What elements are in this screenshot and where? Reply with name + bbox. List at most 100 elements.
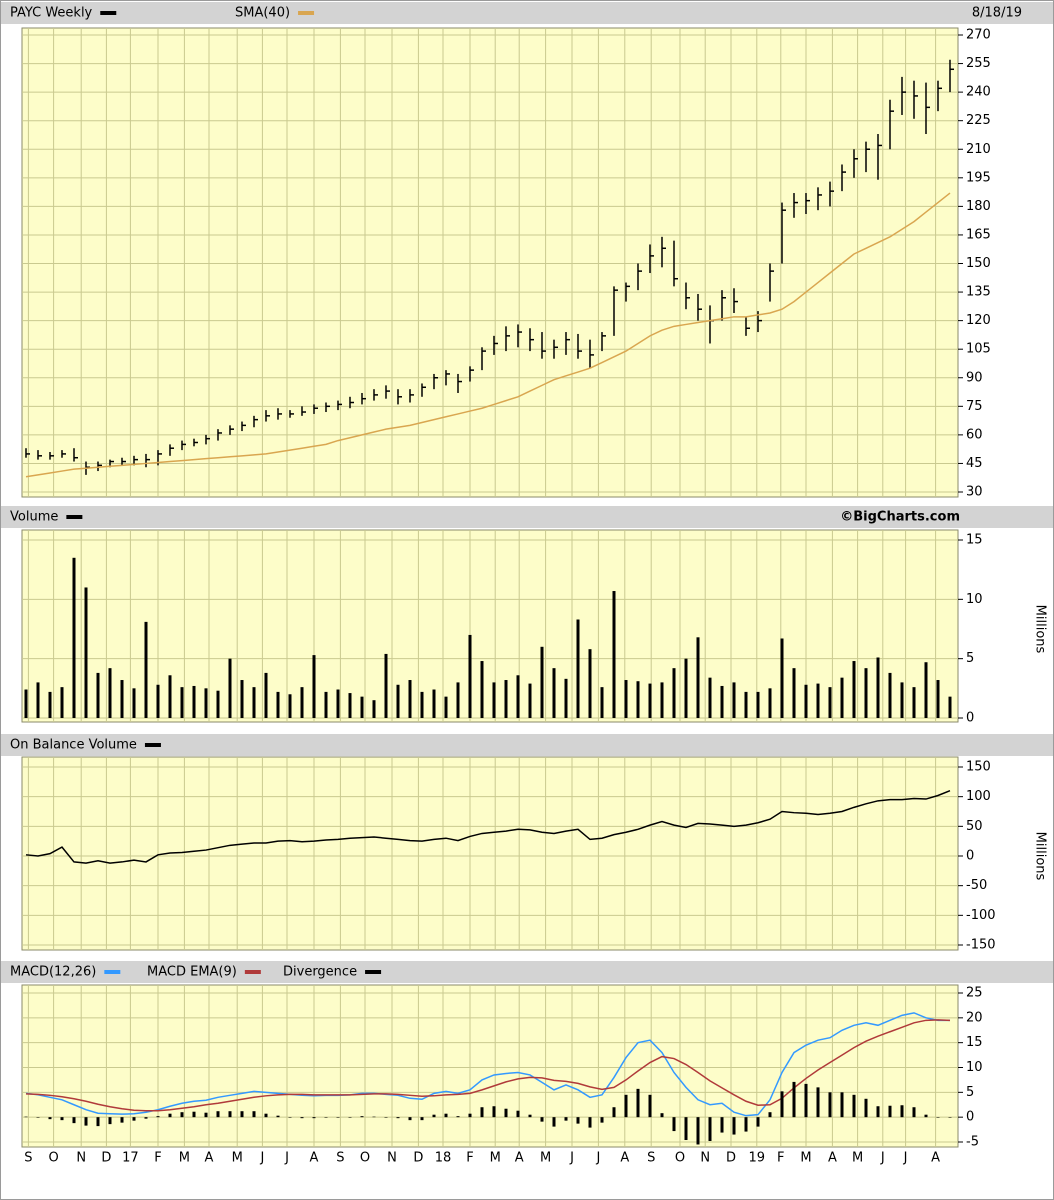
y-tick-label: -50 [966, 878, 987, 893]
x-tick-label: 19 [749, 1151, 766, 1166]
bar [924, 1114, 928, 1118]
x-tick-label: S [647, 1151, 655, 1166]
x-tick-label: N [76, 1151, 86, 1166]
y-tick-label: 255 [966, 56, 991, 71]
bar [828, 1092, 832, 1118]
bar [264, 672, 268, 718]
bar [600, 687, 604, 718]
bar [864, 668, 868, 718]
bar [924, 662, 928, 718]
bar [468, 1113, 472, 1118]
bar [504, 680, 508, 718]
bar [660, 682, 664, 718]
bar [840, 1092, 844, 1118]
bar [756, 691, 760, 718]
panel: 0 5 10 15 Millions ©BigCharts.com Volume [1, 506, 1053, 726]
bar [120, 680, 124, 718]
plot-area [21, 27, 959, 498]
bar [900, 682, 904, 718]
panel: -5 0 5 10 15 20 25 MACD(12,26) MACD EMA(9) Diverg… [1, 961, 1053, 1166]
x-tick-label: M [540, 1151, 551, 1166]
x-tick-label: J [880, 1151, 885, 1166]
bar [240, 680, 244, 718]
bar [624, 1094, 628, 1118]
bar [60, 687, 64, 718]
y-tick-label: 180 [966, 199, 991, 214]
bar [384, 653, 388, 718]
bar [684, 1117, 688, 1141]
bar [156, 684, 160, 718]
bar [720, 685, 724, 718]
bar [516, 675, 520, 718]
x-tick-label: 17 [122, 1151, 139, 1166]
x-tick-label: N [700, 1151, 710, 1166]
bar [936, 680, 940, 718]
bar [300, 1117, 304, 1119]
bar [108, 1117, 112, 1125]
bar [804, 684, 808, 718]
bar [468, 634, 472, 718]
bar [528, 1114, 532, 1118]
bar [876, 657, 880, 718]
bar [768, 688, 772, 718]
bar [276, 1115, 280, 1118]
y-tick-label: 60 [966, 427, 983, 442]
x-tick-label: A [931, 1151, 940, 1166]
legend-swatch [66, 515, 83, 519]
bar [384, 1117, 388, 1118]
y-tick-label: -150 [966, 938, 996, 953]
bar [480, 1107, 484, 1118]
panel-header [1, 961, 1053, 983]
bar [900, 1105, 904, 1118]
y-tick-label: 5 [966, 1085, 974, 1100]
y-tick-label: 15 [966, 1035, 983, 1050]
bar [144, 1117, 148, 1119]
bar [252, 1111, 256, 1118]
y-tick-label: 10 [966, 1060, 983, 1075]
x-tick-label: O [48, 1151, 58, 1166]
bar [732, 1117, 736, 1135]
x-tick-label: M [179, 1151, 190, 1166]
bar [576, 619, 580, 718]
bar [372, 1116, 376, 1118]
bar [720, 1117, 724, 1133]
y-tick-label: 225 [966, 113, 991, 128]
bar [228, 1111, 232, 1118]
bar [36, 682, 40, 718]
bar [552, 1117, 556, 1127]
bar [348, 693, 352, 718]
bar [432, 689, 436, 718]
bar [540, 646, 544, 718]
bar [312, 655, 316, 718]
bar [408, 680, 412, 718]
bar [420, 691, 424, 718]
bar [768, 1112, 772, 1118]
bar [72, 557, 76, 718]
x-tick-label: D [101, 1151, 111, 1166]
y-tick-label: 5 [966, 651, 974, 666]
y-tick-label: 45 [966, 456, 983, 471]
bar [564, 678, 568, 718]
bar [804, 1083, 808, 1118]
bar [624, 680, 628, 718]
bar [492, 682, 496, 718]
x-tick-label: J [284, 1151, 289, 1166]
x-tick-label: J [259, 1151, 264, 1166]
bar [492, 1106, 496, 1118]
bar [600, 1117, 604, 1123]
bar [888, 1105, 892, 1118]
legend-swatch [104, 970, 121, 974]
bar [888, 672, 892, 718]
panel-header [1, 734, 1053, 756]
y-tick-label: 135 [966, 285, 991, 300]
x-tick-label: A [205, 1151, 214, 1166]
date-label: 8/18/19 [972, 6, 1022, 21]
legend-label: MACD EMA(9) [147, 965, 237, 980]
bar [588, 1117, 592, 1128]
bar [132, 1117, 136, 1121]
y-tick-label: -5 [966, 1135, 979, 1150]
bar [348, 1117, 352, 1118]
bar [912, 1107, 916, 1118]
bar [60, 1117, 64, 1121]
